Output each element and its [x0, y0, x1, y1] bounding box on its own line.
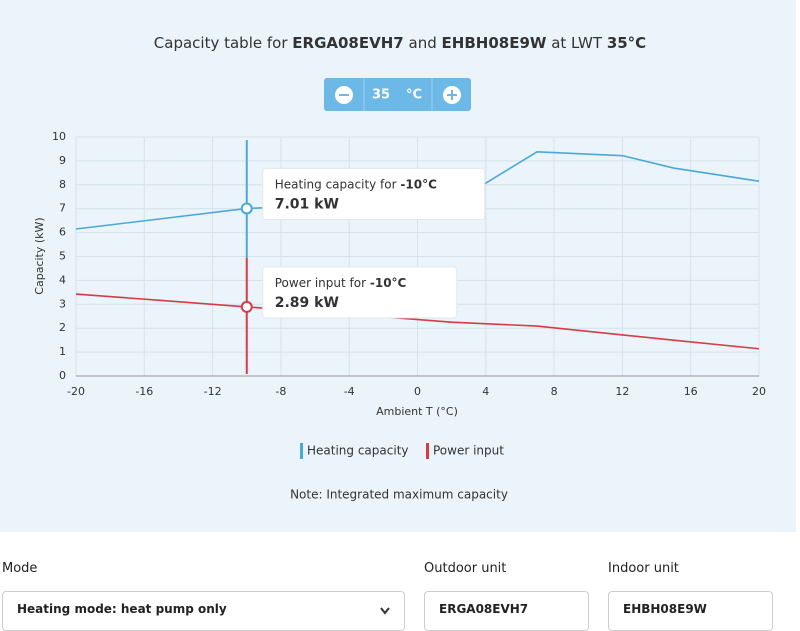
mode-label: Mode — [2, 561, 38, 576]
mode-select[interactable]: Heating mode: heat pump only — [2, 591, 405, 631]
y-tick-label: 0 — [59, 369, 66, 382]
y-tick-label: 1 — [59, 345, 66, 358]
tooltip-temp: -10°C — [400, 177, 437, 191]
mode-value: Heating mode: heat pump only — [17, 602, 227, 616]
y-tick-label: 5 — [59, 250, 66, 263]
minus-icon — [339, 94, 349, 96]
x-tick-label: -20 — [67, 385, 85, 398]
x-tick-label: 16 — [684, 385, 698, 398]
y-tick-label: 8 — [59, 178, 66, 191]
indoor-label: Indoor unit — [608, 561, 679, 576]
y-tick-label: 9 — [59, 154, 66, 167]
series-line — [75, 293, 760, 350]
tooltip-value: 7.01 kW — [275, 196, 339, 212]
stepper-bg — [324, 78, 471, 111]
outdoor-input[interactable]: ERGA08EVH7 — [424, 591, 589, 631]
x-tick-label: 20 — [752, 385, 766, 398]
tooltip-label: Heating capacity for -10°C — [275, 177, 437, 191]
tooltip-box — [262, 167, 486, 220]
title-part: Capacity table for — [154, 34, 289, 52]
y-tick-label: 10 — [52, 130, 66, 143]
tooltip-box — [262, 266, 458, 319]
chart-panel: Capacity table for ERGA08EVH7 and EHBH08… — [0, 0, 796, 532]
tooltip-label-text: Heating capacity for — [275, 177, 397, 191]
tooltip: Power input for -10°C 2.89 kW — [262, 266, 458, 319]
y-tick-label: 3 — [59, 297, 66, 310]
hover-point — [240, 202, 253, 215]
indoor-input[interactable]: EHBH08E9W — [608, 591, 773, 631]
note: Note: Integrated maximum capacity — [290, 488, 508, 502]
y-tick-label: 6 — [59, 226, 66, 239]
tooltip-value: 2.89 kW — [275, 295, 339, 311]
tooltip: Heating capacity for -10°C 7.01 kW — [262, 167, 486, 220]
x-tick-label: -16 — [135, 385, 153, 398]
stepper-unit: °C — [406, 88, 422, 103]
legend-label: Heating capacity — [307, 444, 409, 458]
stepper: 35 °C — [324, 78, 471, 111]
title-part: 35°C — [607, 34, 646, 52]
tooltip-label-text: Power input for — [275, 275, 366, 289]
x-axis-label: Ambient T (°C) — [376, 405, 458, 418]
legend-label: Power input — [433, 444, 504, 458]
y-tick-label: 7 — [59, 202, 66, 215]
tooltip-temp: -10°C — [370, 275, 407, 289]
hover-point — [240, 300, 253, 313]
plus-icon — [451, 90, 453, 100]
x-tick-label: -8 — [275, 385, 286, 398]
title-part: ERGA08EVH7 — [292, 34, 403, 52]
y-axis-label: Capacity (kW) — [33, 217, 46, 294]
legend-swatch — [300, 443, 303, 459]
title-part: and — [409, 34, 437, 52]
legend-swatch — [426, 443, 429, 459]
y-tick-label: 4 — [59, 273, 66, 286]
stepper-value: 35 — [372, 88, 390, 103]
title-part: at LWT — [551, 34, 603, 52]
x-tick-label: 12 — [615, 385, 629, 398]
y-tick-label: 2 — [59, 321, 66, 334]
x-tick-label: 4 — [482, 385, 489, 398]
outdoor-label: Outdoor unit — [424, 561, 507, 576]
indoor-value: EHBH08E9W — [623, 602, 707, 616]
outdoor-value: ERGA08EVH7 — [439, 602, 529, 616]
tooltip-label: Power input for -10°C — [275, 275, 407, 289]
x-tick-label: 8 — [551, 385, 558, 398]
title-part: EHBH08E9W — [442, 34, 547, 52]
chevron — [380, 607, 390, 615]
chart-title: Capacity table for ERGA08EVH7 and EHBH08… — [154, 34, 646, 52]
x-tick-label: 0 — [414, 385, 421, 398]
x-tick-label: -12 — [204, 385, 222, 398]
x-tick-label: -4 — [344, 385, 355, 398]
